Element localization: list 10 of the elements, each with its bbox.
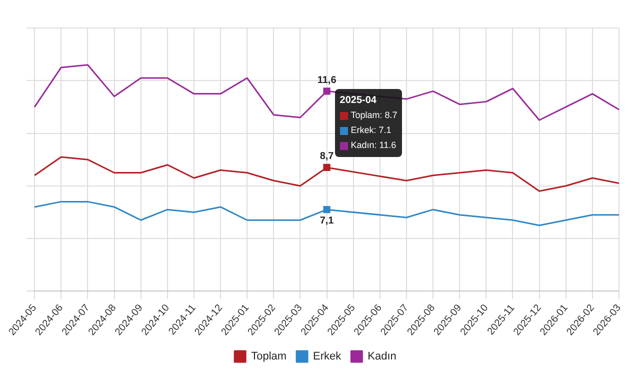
legend-label: Toplam bbox=[251, 350, 287, 363]
data-label: 11,6 bbox=[317, 74, 337, 86]
data-label: 7,1 bbox=[320, 215, 334, 226]
legend-label: Erkek bbox=[313, 350, 342, 363]
legend-label: Kadın bbox=[368, 350, 396, 363]
annotation: Erkek: 7.1 bbox=[350, 124, 392, 138]
annotation: 2025-04 bbox=[340, 94, 376, 108]
data-label: 8,7 bbox=[320, 151, 334, 162]
annotation: Kadın: 11.6 bbox=[350, 139, 396, 152]
annotation: Toplam: 8.7 bbox=[350, 109, 398, 122]
